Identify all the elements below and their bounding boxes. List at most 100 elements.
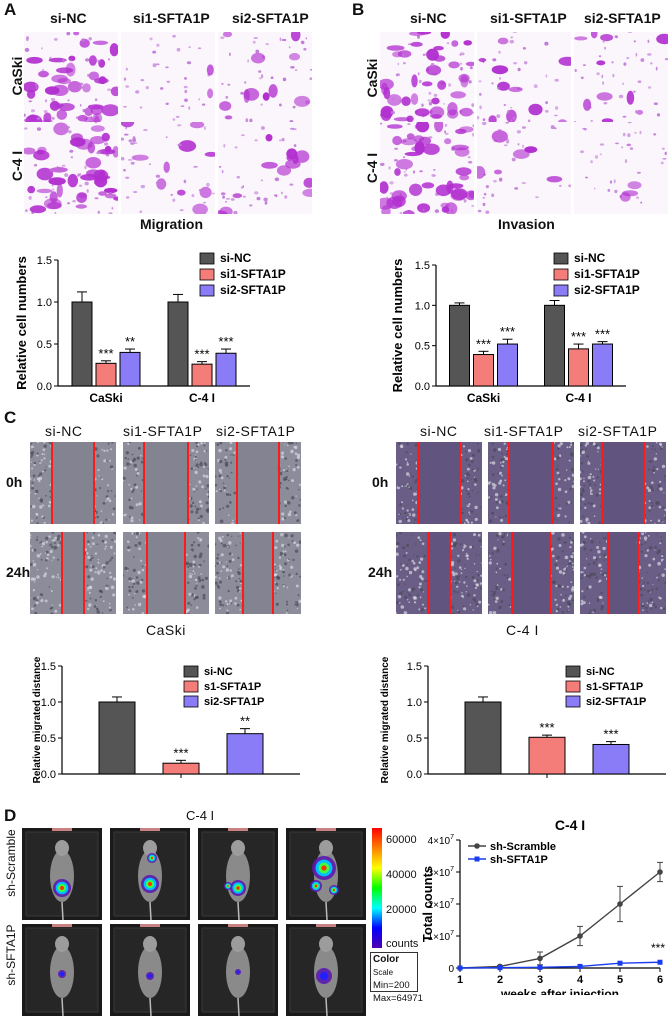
significance-label: *** [194,347,209,362]
cell [239,542,241,544]
cell [36,127,42,131]
cell [641,532,644,536]
cell [462,445,466,448]
cell [493,448,497,452]
cell [139,580,143,584]
cell [123,466,127,470]
cell [390,110,395,115]
cell [254,139,258,142]
micrograph-a-c4i-si-nc [24,122,118,214]
cell [36,149,45,155]
cell [401,501,403,504]
cell [657,519,661,522]
cell [185,563,188,566]
stage-marker [52,924,72,927]
cell [31,486,34,490]
mouse-image [25,828,99,920]
cell [506,574,509,576]
cell [500,458,504,462]
mouse-image [201,924,275,1016]
chart-title: C-4 I [555,817,585,833]
cell [65,126,71,129]
cell [224,458,227,461]
cell [480,586,482,590]
cell [54,609,58,613]
cell [238,587,242,590]
cell [138,541,142,545]
cell [559,442,563,446]
cell [303,177,312,188]
cell [587,479,591,483]
cell [477,116,480,120]
cell [571,586,574,590]
panel-a-col-si2: si2-SFTA1P [232,10,309,26]
cell [585,523,587,524]
cell [229,493,232,496]
cell [128,483,131,486]
cell [187,581,190,584]
cell [98,475,100,477]
cell [110,490,113,492]
cell [454,567,456,570]
cell [479,92,482,96]
color-scale-title: Color [373,954,400,965]
cell [583,484,586,487]
cell [452,573,456,577]
cell [297,594,300,597]
cell [653,466,655,469]
cell [503,442,506,445]
cell [106,449,109,452]
cell [652,468,655,471]
cell [298,483,301,486]
cell [583,98,592,111]
cell [656,488,659,491]
wound-image [30,532,116,614]
cell [471,453,475,457]
panel-b-col-si1: si1-SFTA1P [490,10,567,26]
cell [48,586,51,588]
cell [512,32,517,33]
cell [86,532,89,534]
cell [456,591,459,594]
mouse-head [231,840,245,856]
cell [235,580,238,583]
cell [496,562,499,565]
cell [387,94,402,106]
y-tick-label: 1.5 [37,255,52,267]
cell [36,569,39,571]
cell [583,535,587,539]
cell [155,63,160,66]
cell [460,568,462,571]
cell [125,85,130,88]
cell [555,559,558,562]
cell [584,444,587,447]
cell [495,596,499,600]
cell [290,32,301,42]
y-tick-label: 1.0 [407,697,422,709]
cell [467,156,471,159]
cell [132,568,136,572]
cell [270,76,274,79]
cell [192,565,195,568]
cell [661,446,663,448]
cell [236,175,241,179]
cell [401,96,411,106]
cell [101,540,104,542]
cell [411,74,418,88]
cell [197,47,202,49]
x-tick-label: 6 [657,974,663,986]
cell [30,533,32,537]
cell [222,565,226,569]
cell [206,64,214,76]
cell [102,600,105,602]
cell [31,485,34,487]
cell [178,140,197,152]
cell [411,559,414,563]
cell [590,32,598,39]
legend-label: si1-SFTA1P [574,267,640,281]
panel-label-b: B [352,0,365,19]
cell [136,456,140,460]
cell [99,589,103,593]
cell [280,455,285,459]
cell [138,519,141,521]
